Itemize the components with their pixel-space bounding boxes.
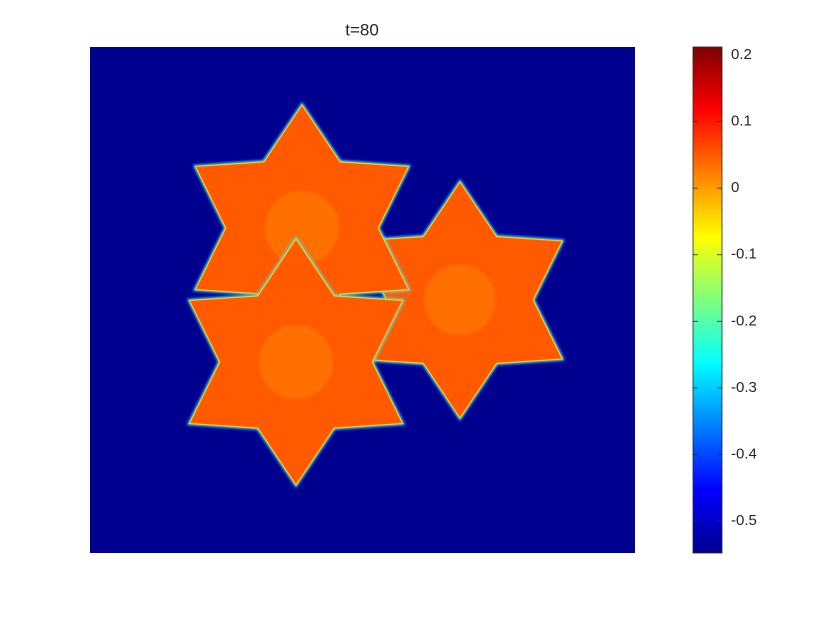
colorbar-tick-label: -0.3 bbox=[731, 379, 757, 396]
colorbar-tick-label: -0.1 bbox=[731, 246, 757, 263]
colorbar-tick-label: 0.2 bbox=[731, 46, 752, 63]
colorbar-tick-label: 0 bbox=[731, 179, 739, 196]
colorbar-tick-label: -0.2 bbox=[731, 312, 757, 329]
colorbar-tick-label: -0.5 bbox=[731, 512, 757, 529]
crystal-core bbox=[265, 191, 339, 265]
colorbar-tick-label: 0.1 bbox=[731, 113, 752, 130]
crystal-core bbox=[259, 325, 333, 399]
colorbar bbox=[692, 46, 723, 554]
chart-title: t=80 bbox=[345, 20, 379, 39]
crystal-core bbox=[424, 264, 496, 336]
colorbar-tick-label: -0.4 bbox=[731, 445, 757, 462]
crystals bbox=[186, 102, 565, 488]
